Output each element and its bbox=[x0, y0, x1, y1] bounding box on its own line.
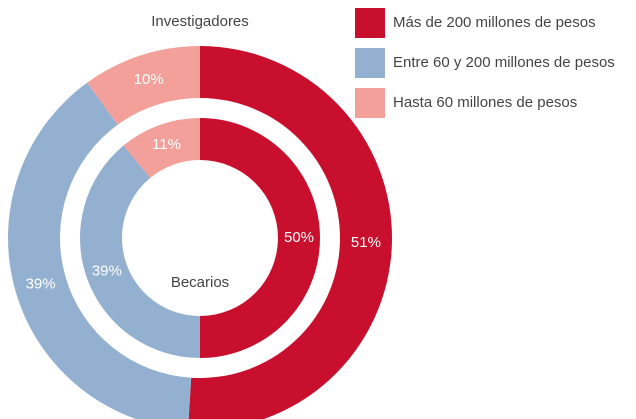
value-label: 11% bbox=[152, 136, 181, 153]
value-label: 51% bbox=[351, 234, 381, 251]
donut-slice bbox=[8, 82, 192, 419]
legend-label: Hasta 60 millones de pesos bbox=[393, 94, 577, 111]
value-label: 50% bbox=[284, 229, 314, 246]
donut-slice bbox=[87, 46, 200, 125]
value-label: 39% bbox=[26, 275, 56, 292]
value-label: 39% bbox=[92, 263, 122, 280]
legend-swatch bbox=[355, 88, 385, 118]
donut-slice bbox=[200, 118, 320, 358]
legend-label: Entre 60 y 200 millones de pesos bbox=[393, 54, 615, 71]
rings bbox=[8, 46, 392, 419]
inner-ring-title: Becarios bbox=[171, 274, 229, 291]
value-label: 10% bbox=[134, 71, 164, 88]
donut-slice bbox=[188, 46, 392, 419]
donut-slice bbox=[123, 118, 200, 178]
legend-swatch bbox=[355, 48, 385, 78]
outer-ring-title: Investigadores bbox=[151, 13, 249, 30]
legend-swatch bbox=[355, 8, 385, 38]
legend-label: Más de 200 millones de pesos bbox=[393, 14, 596, 31]
donut-slice bbox=[79, 145, 200, 358]
